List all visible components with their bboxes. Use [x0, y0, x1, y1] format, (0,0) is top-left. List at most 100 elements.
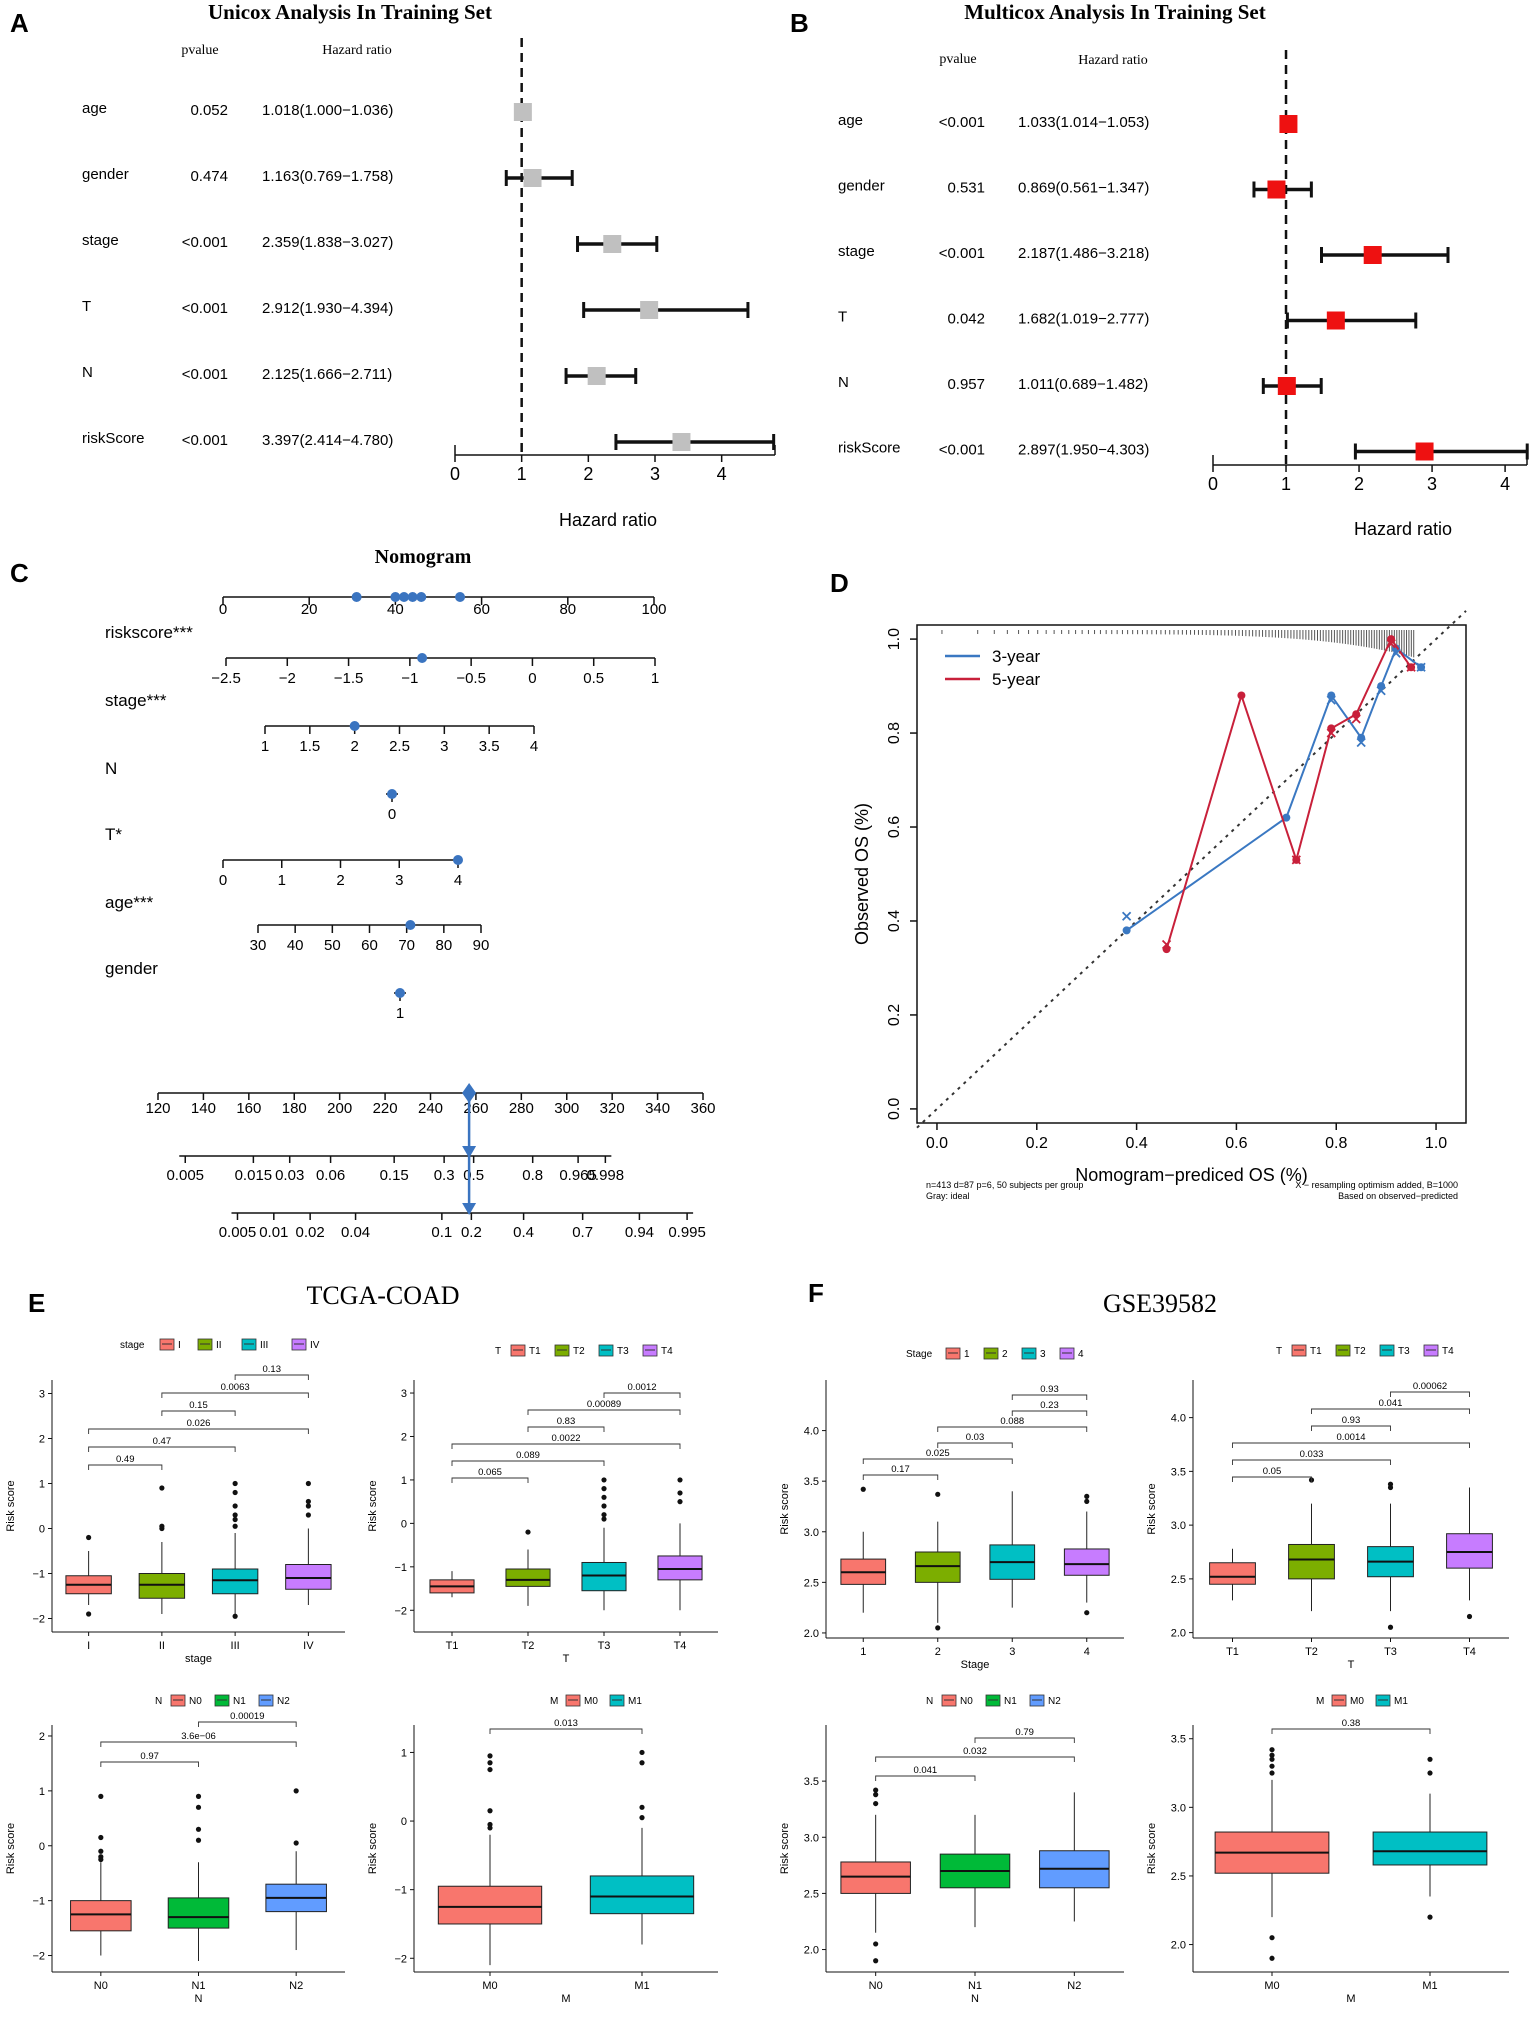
- hr-marker: [1279, 115, 1298, 133]
- outlier-point: [195, 1826, 202, 1832]
- nomogram-point: [416, 592, 427, 602]
- probability-tick-label: 0.015: [235, 1167, 273, 1184]
- outlier-point: [86, 1611, 92, 1617]
- probability-tick-label: 0.7: [572, 1224, 593, 1241]
- box: [437, 1885, 543, 1925]
- legend-label: M0: [584, 1696, 598, 1707]
- x-tick-label: 0.8: [1325, 1135, 1347, 1152]
- x-tick-label: 4: [717, 464, 727, 484]
- panel-letter-c: C: [10, 558, 29, 588]
- probability-tick-label: 0.02: [296, 1224, 325, 1241]
- x-tick-label: 1: [517, 464, 527, 484]
- legend-title: M: [1316, 1696, 1324, 1707]
- comparison-pvalue: 0.0012: [627, 1382, 656, 1393]
- legend-label: T1: [1310, 1346, 1322, 1357]
- forest-xlabel: Hazard ratio: [559, 510, 657, 530]
- panel-letter-e: E: [28, 1288, 45, 1318]
- cohort-title: GSE39582: [1103, 1289, 1217, 1318]
- comparison-pvalue: 0.025: [926, 1448, 950, 1459]
- total-points-tick-label: 340: [645, 1100, 670, 1117]
- y-tick-label: 1.0: [886, 628, 903, 650]
- hr-marker: [1415, 442, 1434, 461]
- x-tick-label: 0: [450, 464, 460, 484]
- legend-label: IV: [310, 1340, 320, 1351]
- y-tick-label: 4.0: [804, 1426, 819, 1438]
- calibration-line: [1165, 637, 1412, 950]
- comparison-pvalue: 0.79: [1015, 1727, 1034, 1738]
- nomogram-tick-label: −2: [279, 670, 296, 687]
- optimism-cross: [1406, 662, 1416, 672]
- probability-tick-label: 0.04: [341, 1224, 370, 1241]
- nomogram-point: [417, 653, 428, 663]
- row-hazard-ratio: 2.912(1.930−4.394): [262, 300, 393, 317]
- y-tick-label: 0: [401, 1816, 407, 1828]
- x-axis-label: N: [195, 1993, 203, 2005]
- y-tick-label: 2.5: [1171, 1574, 1186, 1586]
- y-axis-label: Risk score: [5, 1480, 17, 1531]
- outlier-point: [1269, 1770, 1275, 1776]
- forest-title: Multicox Analysis In Training Set: [964, 0, 1265, 24]
- hr-marker: [672, 433, 691, 451]
- comparison-bracket: [527, 1409, 681, 1415]
- row-hazard-ratio: 2.125(1.666−2.711): [262, 366, 392, 383]
- probability-tick-label: 0.1: [431, 1224, 452, 1241]
- outlier-point: [487, 1753, 493, 1759]
- total-points-tick-label: 360: [690, 1100, 715, 1117]
- comparison-pvalue: 0.032: [963, 1746, 987, 1757]
- outlier-point: [232, 1613, 238, 1619]
- legend-label: T1: [529, 1346, 541, 1357]
- y-tick-label: 2.0: [1171, 1940, 1186, 1952]
- outlier-point: [487, 1825, 493, 1831]
- legend-label: 3: [1040, 1349, 1046, 1360]
- hr-marker: [1277, 377, 1296, 395]
- row-pvalue: <0.001: [182, 234, 228, 251]
- hr-marker: [640, 301, 659, 319]
- legend-label: III: [260, 1340, 268, 1351]
- comparison-pvalue: 0.065: [478, 1467, 502, 1478]
- nomogram-tick-label: −1.5: [334, 670, 364, 687]
- x-tick-label: N2: [1067, 1980, 1081, 1992]
- x-axis-label: Stage: [961, 1659, 990, 1671]
- outlier-point: [873, 1787, 879, 1793]
- y-tick-label: −1: [394, 1562, 407, 1574]
- legend-title: T: [495, 1346, 501, 1357]
- row-pvalue: <0.001: [939, 114, 985, 131]
- total-points-tick-label: 280: [509, 1100, 534, 1117]
- comparison-bracket: [937, 1442, 1013, 1448]
- x-tick-label: T3: [598, 1640, 611, 1652]
- legend-label: T4: [1442, 1346, 1454, 1357]
- row-pvalue: 0.042: [947, 311, 985, 328]
- x-axis-label: Nomogram−prediced OS (%): [1075, 1165, 1308, 1185]
- y-tick-label: −2: [32, 1614, 45, 1626]
- box: [581, 1561, 627, 1592]
- pvalue-header: pvalue: [939, 52, 976, 67]
- row-pvalue: <0.001: [182, 300, 228, 317]
- x-tick-label: N0: [869, 1980, 883, 1992]
- outlier-point: [935, 1625, 941, 1631]
- total-points-tick-label: 220: [373, 1100, 398, 1117]
- x-tick-label: 1: [860, 1646, 866, 1658]
- box: [167, 1897, 230, 1929]
- y-tick-label: 1: [39, 1479, 45, 1491]
- hr-marker: [1326, 311, 1345, 330]
- legend-label: T3: [617, 1346, 629, 1357]
- y-tick-label: −1: [394, 1885, 407, 1897]
- legend-title: T: [1276, 1346, 1282, 1357]
- x-tick-label: T4: [674, 1640, 687, 1652]
- nomogram-point: [453, 855, 463, 865]
- panel-letter-a: A: [10, 8, 29, 38]
- legend-label: 1: [964, 1349, 970, 1360]
- row-label: age: [82, 100, 107, 117]
- comparison-bracket: [1011, 1410, 1088, 1416]
- comparison-pvalue: 0.00089: [587, 1399, 621, 1410]
- comparison-pvalue: 0.83: [557, 1416, 576, 1427]
- y-axis-label: Risk score: [367, 1823, 379, 1874]
- comparison-pvalue: 0.03: [966, 1432, 985, 1443]
- nomogram-tick-label: 1: [278, 872, 286, 889]
- y-tick-label: 2.5: [804, 1888, 819, 1900]
- comparison-bracket: [1232, 1442, 1470, 1448]
- outlier-point: [1269, 1935, 1275, 1941]
- hr-header: Hazard ratio: [322, 43, 392, 58]
- outlier-point: [935, 1491, 941, 1497]
- comparison-pvalue: 0.0014: [1336, 1432, 1365, 1443]
